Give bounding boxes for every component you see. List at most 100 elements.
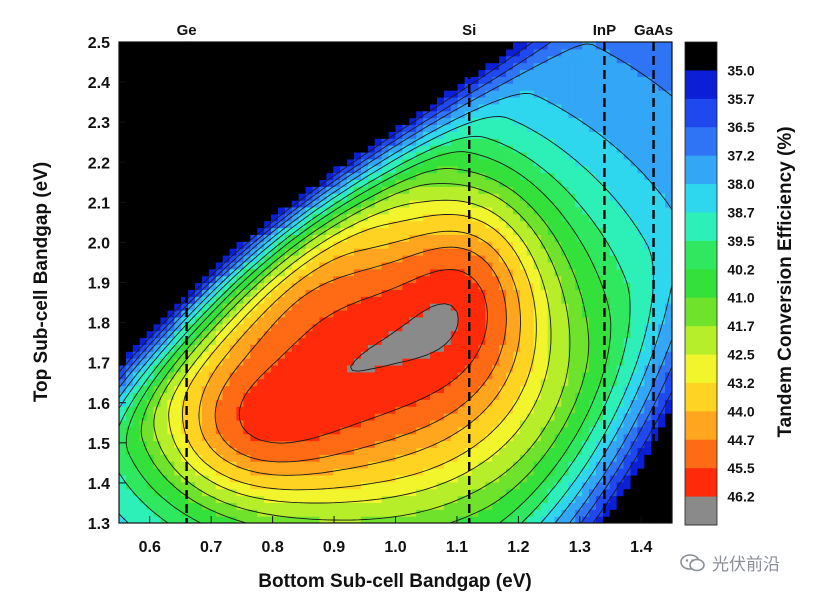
- contour-cell: [250, 516, 258, 523]
- contour-cell: [181, 110, 189, 119]
- contour-cell: [436, 83, 445, 91]
- contour-cell: [374, 69, 383, 77]
- contour-cell: [125, 261, 134, 270]
- contour-cell: [374, 303, 383, 311]
- contour-cell: [326, 227, 334, 235]
- contour-cell: [450, 90, 459, 98]
- contour-cell: [367, 117, 376, 126]
- contour-cell: [119, 289, 127, 297]
- contour-cell: [153, 303, 162, 311]
- contour-cell: [201, 241, 210, 249]
- contour-cell: [319, 358, 327, 366]
- contour-cell: [229, 413, 238, 421]
- contour-cell: [416, 124, 424, 132]
- contour-cell: [277, 502, 286, 510]
- contour-cell: [264, 261, 272, 270]
- contour-cell: [575, 275, 583, 284]
- contour-cell: [340, 337, 348, 345]
- contour-cell: [450, 110, 459, 119]
- contour-cell: [305, 268, 314, 277]
- contour-cell: [395, 206, 404, 215]
- contour-cell: [291, 255, 300, 263]
- contour-cell: [277, 447, 286, 455]
- contour-cell: [430, 399, 438, 407]
- contour-cell: [312, 248, 321, 256]
- contour-cell: [513, 261, 521, 270]
- contour-cell: [388, 268, 397, 277]
- contour-cell: [132, 255, 141, 263]
- contour-cell: [326, 124, 334, 132]
- contour-cell: [367, 344, 376, 352]
- contour-cell: [499, 282, 507, 290]
- contour-cell: [457, 124, 466, 132]
- contour-cell: [595, 268, 604, 277]
- contour-cell: [402, 399, 410, 407]
- contour-cell: [360, 76, 369, 84]
- contour-cell: [388, 495, 397, 503]
- contour-cell: [568, 241, 576, 249]
- contour-cell: [485, 406, 493, 414]
- contour-cell: [139, 481, 148, 490]
- contour-cell: [388, 158, 397, 167]
- contour-cell: [277, 378, 286, 387]
- contour-cell: [243, 151, 251, 160]
- contour-cell: [367, 385, 376, 394]
- contour-cell: [208, 62, 217, 71]
- contour-cell: [257, 413, 265, 421]
- contour-cell: [277, 200, 286, 208]
- contour-cell: [423, 90, 431, 98]
- contour-cell: [471, 364, 480, 373]
- contour-cell: [374, 419, 383, 428]
- contour-cell: [215, 172, 224, 181]
- contour-cell: [222, 447, 231, 455]
- contour-cell: [146, 248, 155, 256]
- contour-cell: [167, 138, 175, 146]
- contour-cell: [208, 179, 217, 187]
- contour-cell: [450, 261, 459, 270]
- contour-cell: [319, 371, 327, 380]
- contour-cell: [506, 90, 514, 98]
- contour-cell: [312, 261, 321, 270]
- contour-cell: [264, 186, 272, 194]
- contour-cell: [485, 42, 493, 50]
- contour-cell: [264, 268, 272, 277]
- contour-cell: [298, 364, 307, 373]
- contour-cell: [381, 419, 390, 428]
- contour-cell: [291, 392, 300, 400]
- contour-cell: [513, 255, 521, 263]
- contour-cell: [602, 158, 611, 167]
- contour-cell: [125, 330, 134, 339]
- contour-cell: [326, 461, 334, 469]
- contour-cell: [554, 268, 562, 277]
- contour-cell: [561, 268, 569, 277]
- contour-cell: [139, 206, 148, 215]
- contour-cell: [298, 282, 307, 290]
- contour-cell: [167, 76, 175, 84]
- contour-cell: [471, 426, 480, 435]
- contour-cell: [582, 124, 590, 132]
- contour-cell: [229, 344, 238, 352]
- contour-cell: [160, 413, 168, 421]
- contour-cell: [181, 62, 189, 71]
- contour-cell: [312, 323, 321, 332]
- contour-cell: [125, 509, 134, 517]
- contour-cell: [160, 440, 168, 449]
- contour-cell: [450, 268, 459, 277]
- contour-cell: [160, 268, 168, 277]
- contour-cell: [167, 103, 175, 112]
- contour-cell: [602, 488, 611, 497]
- contour-cell: [381, 399, 390, 407]
- contour-cell: [402, 261, 410, 270]
- contour-cell: [174, 413, 182, 421]
- contour-cell: [174, 378, 182, 387]
- contour-cell: [188, 392, 196, 400]
- contour-cell: [443, 213, 452, 222]
- contour-cell: [215, 117, 224, 126]
- contour-cell: [264, 474, 272, 483]
- contour-cell: [215, 296, 224, 304]
- contour-cell: [402, 433, 410, 442]
- contour-cell: [575, 103, 583, 112]
- contour-cell: [229, 502, 238, 510]
- contour-cell: [471, 186, 480, 194]
- contour-cell: [208, 213, 217, 222]
